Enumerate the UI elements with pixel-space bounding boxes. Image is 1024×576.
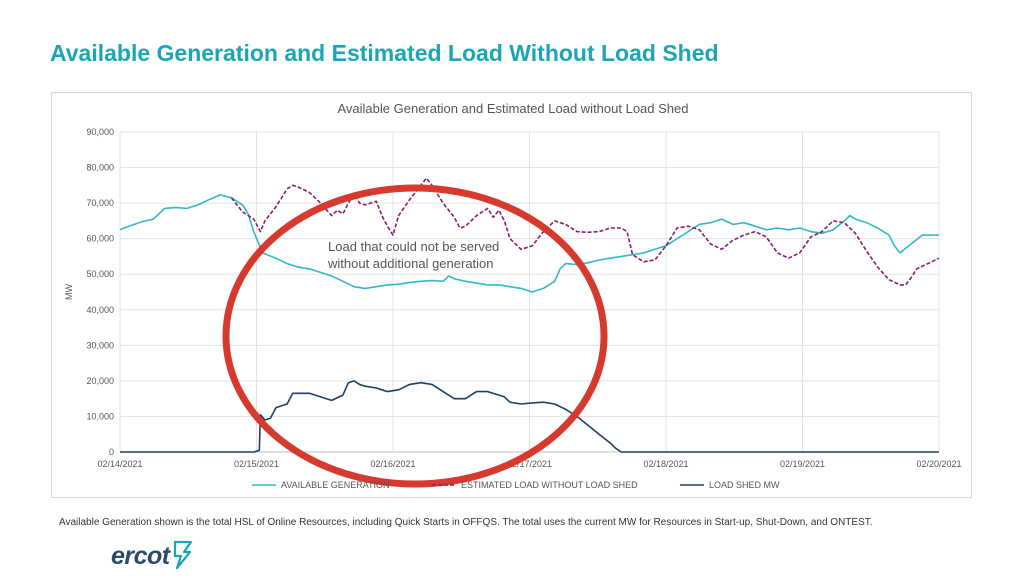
y-tick-label: 50,000 bbox=[86, 269, 114, 279]
y-tick-label: 60,000 bbox=[86, 234, 114, 244]
lightning-bolt-icon bbox=[173, 540, 192, 570]
y-tick-label: 90,000 bbox=[86, 127, 114, 137]
chart-title: Available Generation and Estimated Load … bbox=[337, 101, 688, 116]
y-axis: 0 10,000 20,000 30,000 40,000 50,000 60,000 70,… bbox=[86, 127, 114, 457]
y-tick-label: 80,000 bbox=[86, 163, 114, 173]
series-layer bbox=[119, 177, 940, 453]
x-tick-label: 02/16/2021 bbox=[370, 459, 415, 469]
y-tick-label: 30,000 bbox=[86, 340, 114, 350]
chart-svg: Available Generation and Estimated Load … bbox=[64, 101, 962, 490]
ercot-logo: ercot bbox=[111, 539, 193, 573]
logo-text: ercot bbox=[111, 541, 170, 570]
slide-title: Available Generation and Estimated Load … bbox=[50, 40, 719, 66]
legend: AVAILABLE GENERATION ESTIMATED LOAD WITHO… bbox=[252, 480, 780, 490]
x-tick-label: 02/15/2021 bbox=[234, 459, 279, 469]
y-tick-label: 20,000 bbox=[86, 376, 114, 386]
y-tick-label: 10,000 bbox=[86, 411, 114, 421]
annotation-line: without additional generation bbox=[327, 256, 494, 271]
annotation-circle bbox=[222, 184, 608, 488]
annotation-text: Load that could not be served without add… bbox=[327, 239, 499, 271]
y-tick-label: 70,000 bbox=[86, 198, 114, 208]
legend-label: LOAD SHED MW bbox=[709, 480, 780, 490]
chart-frame: Available Generation and Estimated Load … bbox=[51, 92, 972, 498]
footnote: Available Generation shown is the total … bbox=[59, 517, 873, 528]
x-axis: 02/14/2021 02/15/2021 02/16/2021 02/17/2021… bbox=[97, 459, 961, 469]
y-axis-label: MW bbox=[64, 284, 74, 300]
x-tick-label: 02/17/2021 bbox=[507, 459, 552, 469]
series-estimated-load bbox=[230, 177, 940, 286]
x-tick-label: 02/19/2021 bbox=[780, 459, 825, 469]
legend-label: AVAILABLE GENERATION bbox=[281, 480, 390, 490]
grid-layer bbox=[119, 131, 940, 453]
legend-label: ESTIMATED LOAD WITHOUT LOAD SHED bbox=[461, 480, 638, 490]
y-tick-label: 40,000 bbox=[86, 305, 114, 315]
annotation-line: Load that could not be served bbox=[328, 239, 499, 254]
x-tick-label: 02/14/2021 bbox=[97, 459, 142, 469]
x-tick-label: 02/18/2021 bbox=[643, 459, 688, 469]
series-load-shed bbox=[120, 380, 939, 453]
x-tick-label: 02/20/2021 bbox=[916, 459, 961, 469]
y-tick-label: 0 bbox=[109, 447, 114, 457]
